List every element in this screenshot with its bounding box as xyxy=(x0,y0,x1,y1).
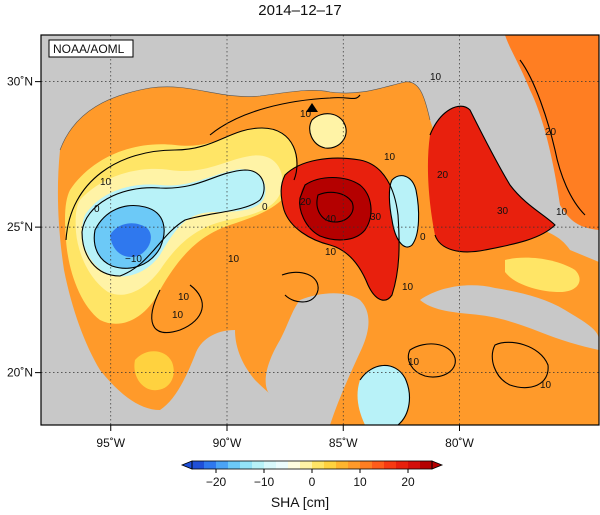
yucatan-land xyxy=(265,293,369,425)
sha-band-darkred xyxy=(299,177,372,240)
triangle-marker-icon xyxy=(306,103,318,112)
contour-label: 10 xyxy=(402,282,414,293)
credit-label: NOAA/AOML xyxy=(53,42,125,56)
contour-label: 10 xyxy=(325,247,337,258)
contour-label: 10 xyxy=(540,380,552,391)
cuba-land xyxy=(420,285,599,350)
contour-label: 0 xyxy=(420,232,426,243)
map-title: 2014–12–17 xyxy=(258,2,342,19)
contour-label: 10 xyxy=(430,72,442,83)
contour-labels: 10 10 10 10 10 10 10 10 10 10 0 0 0 −10 … xyxy=(94,72,568,391)
contour-label: 10 xyxy=(300,109,312,120)
contour-label: 40 xyxy=(325,214,337,225)
x-tick-label: 80˚W xyxy=(445,436,474,450)
y-tick-label: 30˚N xyxy=(7,75,33,89)
y-tick-label: 25˚N xyxy=(7,220,33,234)
y-tick-label: 20˚N xyxy=(7,366,33,380)
contour-label: 10 xyxy=(408,357,420,368)
florida-land xyxy=(470,78,558,225)
sha-band-cyan-east xyxy=(389,175,419,248)
sha-band-se-yellow xyxy=(505,257,580,292)
sha-band-cyan-north xyxy=(309,113,347,149)
contour-label: 20 xyxy=(545,127,557,138)
x-tick-label: 90˚W xyxy=(213,436,242,450)
map-frame xyxy=(40,34,600,426)
atlantic-ocean xyxy=(505,35,599,230)
sha-contours xyxy=(65,59,586,425)
contour-label: 30 xyxy=(370,212,382,223)
contour-label: 10 xyxy=(384,152,396,163)
contour-label: 30 xyxy=(497,206,509,217)
contour-label: −10 xyxy=(125,254,142,265)
contour-label: 10 xyxy=(100,177,112,188)
credit-box xyxy=(48,39,134,58)
y-axis-ticks: 30˚N 25˚N 20˚N xyxy=(7,75,41,380)
contour-label: 20 xyxy=(300,197,312,208)
coastline xyxy=(59,81,431,151)
sha-band-cyan-south xyxy=(357,365,410,425)
sha-band-darkblue xyxy=(110,223,151,258)
contour-label: 10 xyxy=(556,207,568,218)
contour-label: 10 xyxy=(228,254,240,265)
contour-label: 0 xyxy=(262,202,268,213)
contour-label: 10 xyxy=(178,292,190,303)
contour-label: 0 xyxy=(94,204,100,215)
graticule xyxy=(41,35,599,425)
sha-band-sw-yellow xyxy=(134,351,174,391)
x-tick-label: 95˚W xyxy=(96,436,125,450)
x-axis-ticks: 95˚W 90˚W 85˚W 80˚W xyxy=(96,425,475,450)
x-tick-label: 85˚W xyxy=(329,436,358,450)
contour-label: 10 xyxy=(172,310,184,321)
colorbar-label: SHA [cm] xyxy=(270,494,330,510)
contour-label: 20 xyxy=(437,170,449,181)
